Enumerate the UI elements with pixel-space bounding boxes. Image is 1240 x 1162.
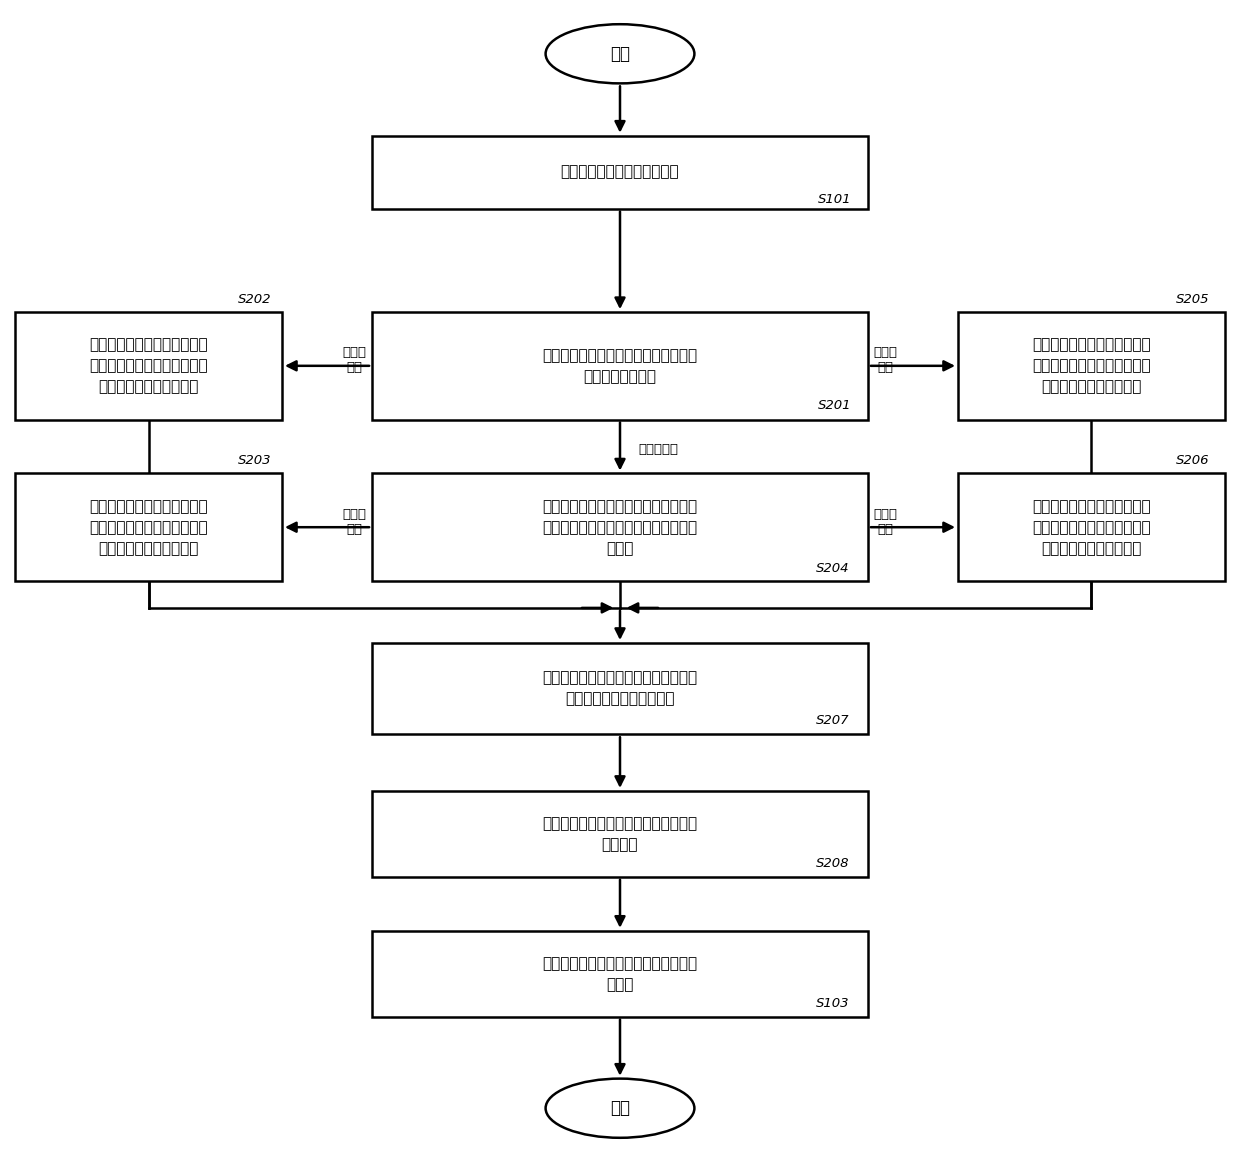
FancyBboxPatch shape: [957, 313, 1225, 419]
Text: S205: S205: [1176, 293, 1209, 306]
FancyBboxPatch shape: [372, 931, 868, 1017]
FancyBboxPatch shape: [15, 313, 281, 419]
Text: 高级推荐人: 高级推荐人: [639, 443, 678, 457]
Text: 客户端从服务器上获取展示页面并向用
户展示: 客户端从服务器上获取展示页面并向用 户展示: [542, 955, 698, 991]
Text: S206: S206: [1176, 454, 1209, 467]
Text: S103: S103: [816, 997, 849, 1010]
FancyBboxPatch shape: [372, 473, 868, 581]
Text: 获取预设的提现手续费计算数学模型，
并生成相应的第二展示信息: 获取预设的提现手续费计算数学模型， 并生成相应的第二展示信息: [542, 670, 698, 706]
Text: 获取初级推荐人对应的第一预
设每日单笔提现金额阈值，并
基于此生成第一展示信息: 获取初级推荐人对应的第一预 设每日单笔提现金额阈值，并 基于此生成第一展示信息: [89, 337, 208, 394]
FancyBboxPatch shape: [372, 136, 868, 209]
Ellipse shape: [546, 24, 694, 84]
Text: 结束: 结束: [610, 1099, 630, 1117]
Text: 客户端向服务器发送访问请求: 客户端向服务器发送访问请求: [560, 165, 680, 180]
FancyBboxPatch shape: [372, 643, 868, 734]
Text: S207: S207: [816, 715, 849, 727]
Text: S101: S101: [818, 193, 852, 206]
Text: S204: S204: [816, 561, 849, 574]
FancyBboxPatch shape: [372, 313, 868, 419]
Text: 获取初级推荐人对应的第四预
设每日单笔提现金额阈值，并
基于此生成第一展示信息: 获取初级推荐人对应的第四预 设每日单笔提现金额阈值，并 基于此生成第一展示信息: [1032, 337, 1151, 394]
FancyBboxPatch shape: [372, 791, 868, 877]
Text: 服务器响应于访问请求，获取并识别用
户的当前用户等级: 服务器响应于访问请求，获取并识别用 户的当前用户等级: [542, 347, 698, 383]
Text: S208: S208: [816, 858, 849, 870]
FancyBboxPatch shape: [957, 473, 1225, 581]
Ellipse shape: [546, 1078, 694, 1138]
Text: 顶级推
荐人: 顶级推 荐人: [873, 508, 898, 536]
Text: 开始: 开始: [610, 45, 630, 63]
Text: 获取中级推荐人对应的第二预
设每日单笔提现金额阈值，并
基于此生成第一展示信息: 获取中级推荐人对应的第二预 设每日单笔提现金额阈值，并 基于此生成第一展示信息: [89, 498, 208, 555]
Text: S203: S203: [238, 454, 272, 467]
Text: 特级推
荐人: 特级推 荐人: [873, 346, 898, 374]
Text: S202: S202: [238, 293, 272, 306]
Text: 初级推
荐人: 初级推 荐人: [342, 346, 367, 374]
Text: 基于第一展示信息和第二展示信息生成
展示页面: 基于第一展示信息和第二展示信息生成 展示页面: [542, 816, 698, 852]
Text: 获取初级推荐人对应的第五预
设每日单笔提现金额阈值，并
基于此生成第一展示信息: 获取初级推荐人对应的第五预 设每日单笔提现金额阈值，并 基于此生成第一展示信息: [1032, 498, 1151, 555]
Text: S201: S201: [818, 399, 852, 413]
FancyBboxPatch shape: [15, 473, 281, 581]
Text: 获取初级推荐人对应的第三预设每日单
笔提现金额阈值，并基于此生成第一展
示信息: 获取初级推荐人对应的第三预设每日单 笔提现金额阈值，并基于此生成第一展 示信息: [542, 498, 698, 555]
Text: 中级推
荐人: 中级推 荐人: [342, 508, 367, 536]
